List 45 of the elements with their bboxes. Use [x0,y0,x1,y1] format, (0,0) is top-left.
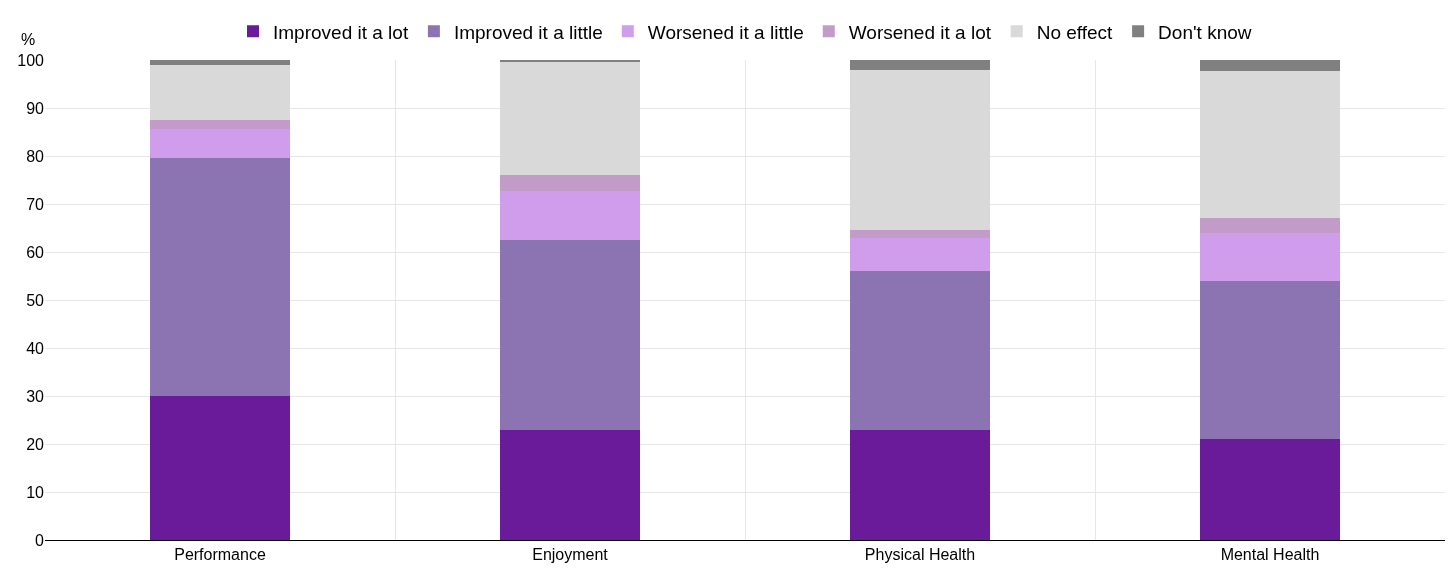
bar [1200,439,1340,540]
x-tick-label: Mental Health [1220,546,1320,564]
bar [500,239,640,430]
bar [500,190,640,240]
bar [1200,218,1340,233]
bar [150,119,290,129]
bar [1200,232,1340,281]
bar [850,230,990,238]
bar [1200,60,1340,71]
y-tick-label: 60 [26,243,45,261]
legend-label: Worsened it a little [647,21,804,43]
bar [850,429,990,540]
bar [500,62,640,176]
bar [150,396,290,540]
y-tick-label: 100 [17,51,45,69]
y-tick-label: 40 [26,339,45,357]
bar [850,271,990,430]
bar [850,237,990,272]
legend-label: Improved it a little [453,21,603,43]
y-tick-label: 80 [26,147,45,165]
x-tick-label: Enjoyment [532,546,609,564]
x-tick-label: Performance [174,546,266,564]
bar [500,429,640,540]
bar [850,69,990,231]
bar [150,128,290,159]
legend-label: Don't know [1158,21,1252,43]
bar [150,60,290,66]
legend-label: Worsened it a lot [848,21,992,43]
y-tick-label: 10 [26,483,45,501]
bar [1200,280,1340,440]
legend-label: No effect [1036,21,1114,43]
y-tick-label: 70 [26,195,45,213]
x-tick-label: Physical Health [864,546,976,564]
bar [850,60,990,70]
y-tick-label: 90 [26,99,45,117]
y-tick-label: 0 [35,531,45,549]
bar [150,158,290,396]
y-tick-label: 30 [26,387,45,405]
legend-label: Improved it a lot [273,21,409,43]
y-axis-title: % [21,31,36,48]
y-tick-label: 20 [26,435,45,453]
bar [150,65,290,120]
bar [500,175,640,191]
bar [1200,70,1340,219]
y-tick-label: 50 [26,291,45,309]
